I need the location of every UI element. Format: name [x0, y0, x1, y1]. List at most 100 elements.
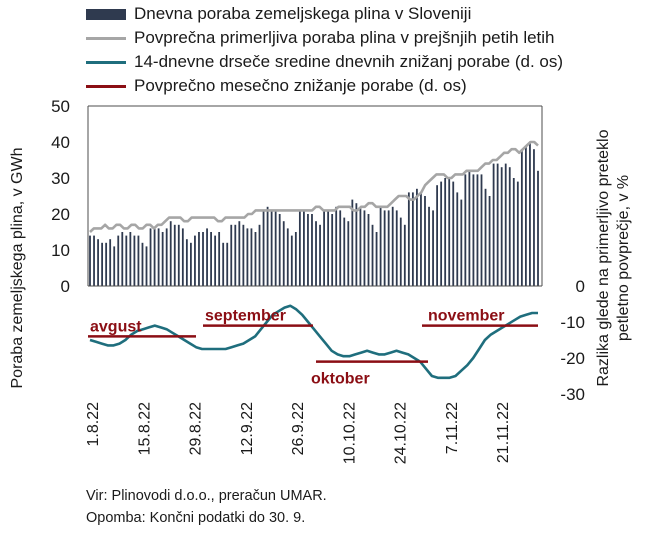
consumption-bar	[145, 246, 148, 286]
legend-label: Povprečna primerljiva poraba plina v pre…	[134, 28, 555, 47]
source-note: Vir: Plinovodi d.o.o., preračun UMAR. Op…	[86, 485, 327, 529]
consumption-bar	[105, 242, 108, 286]
x-tick-label: 12.9.22	[239, 402, 256, 455]
legend-swatch-line	[86, 60, 126, 64]
consumption-bar	[298, 210, 301, 286]
consumption-bar	[383, 210, 386, 286]
consumption-bar	[214, 235, 217, 286]
month-label: september	[205, 308, 286, 325]
consumption-bar	[428, 206, 430, 286]
consumption-bar	[407, 192, 410, 286]
consumption-bar	[448, 178, 451, 286]
consumption-bar	[307, 214, 309, 286]
consumption-bar	[315, 221, 317, 286]
consumption-bar	[387, 210, 390, 286]
legend-label: 14-dnevne drseče sredine dnevnih znižanj…	[134, 52, 564, 71]
consumption-bar	[137, 235, 140, 286]
consumption-bar	[117, 235, 120, 286]
consumption-bar	[278, 214, 281, 286]
consumption-bar	[89, 235, 91, 286]
consumption-bar	[153, 228, 156, 286]
consumption-bar	[202, 232, 204, 286]
consumption-bar	[246, 228, 249, 286]
consumption-bar	[452, 181, 455, 286]
consumption-bar	[125, 235, 128, 286]
y-left-tick-label: 10	[51, 241, 70, 260]
consumption-bar	[194, 235, 196, 286]
y-left-tick-label: 50	[51, 97, 70, 116]
consumption-bar	[234, 224, 237, 286]
x-tick-label: 26.9.22	[290, 402, 307, 455]
consumption-bar	[165, 228, 168, 286]
consumption-bar	[258, 224, 261, 286]
consumption-bar	[537, 170, 539, 286]
consumption-bar	[520, 149, 523, 286]
consumption-bar	[113, 246, 116, 286]
consumption-bar	[488, 196, 491, 286]
consumption-bar	[363, 210, 366, 286]
consumption-bar	[395, 210, 398, 286]
consumption-bar	[101, 242, 104, 286]
consumption-bar	[335, 206, 338, 286]
legend-item-average: Povprečna primerljiva poraba plina v pre…	[86, 26, 563, 50]
y-right-tick-label: -30	[560, 385, 585, 404]
consumption-bar	[242, 224, 245, 286]
legend-item-monthly: Povprečno mesečno znižanje porabe (d. os…	[86, 74, 563, 98]
consumption-bar	[331, 214, 334, 286]
consumption-bar	[500, 167, 503, 286]
axes	[87, 105, 543, 287]
y-left-tick-label: 0	[61, 277, 70, 296]
legend-label: Dnevna poraba zemeljskega plina v Sloven…	[134, 4, 472, 23]
consumption-bar	[206, 228, 208, 286]
consumption-bar	[403, 224, 406, 286]
consumption-bar	[161, 232, 164, 286]
y-axis-right-title-line1: Razlika glede na primerljivo preteklo	[595, 129, 612, 386]
five-year-average-line	[89, 140, 539, 233]
consumption-bar	[524, 145, 527, 286]
consumption-bar	[250, 228, 253, 286]
y-left-tick-label: 40	[51, 133, 70, 152]
consumption-bar	[472, 174, 475, 286]
consumption-bar	[343, 217, 346, 286]
y-left-tick-label: 30	[51, 169, 70, 188]
consumption-bar	[399, 217, 402, 286]
consumption-bar	[169, 221, 172, 286]
series-lines	[88, 140, 539, 380]
tick-labels: avgust september oktober november 50 40 30 20 10…	[9, 97, 632, 464]
consumption-bar	[411, 192, 414, 286]
consumption-bar	[226, 242, 229, 286]
month-label: november	[428, 308, 504, 325]
consumption-bar	[508, 167, 511, 286]
y-right-tick-label: 0	[576, 277, 585, 296]
consumption-bar	[484, 188, 487, 286]
consumption-bar	[97, 239, 99, 286]
consumption-bar	[512, 178, 515, 286]
consumption-bar	[444, 178, 447, 286]
consumption-bar	[476, 174, 479, 286]
y-right-tick-label: -20	[560, 349, 585, 368]
consumption-bar	[339, 210, 342, 286]
consumption-bar	[274, 210, 277, 286]
note-line: Opomba: Končni podatki do 30. 9.	[86, 510, 306, 526]
consumption-bar	[323, 210, 325, 286]
rolling-reduction-line	[89, 304, 538, 380]
consumption-bar	[424, 196, 426, 286]
consumption-bar	[210, 232, 212, 286]
x-tick-label: 21.11.22	[495, 402, 512, 463]
legend-swatch-bar	[86, 8, 126, 20]
consumption-bar	[290, 235, 293, 286]
consumption-bar	[262, 210, 265, 286]
consumption-bar	[129, 232, 132, 286]
consumption-bar	[141, 242, 144, 286]
consumption-bar	[270, 210, 273, 286]
consumption-bar	[303, 210, 305, 286]
consumption-bar	[238, 221, 241, 286]
consumption-bar	[460, 199, 463, 286]
consumption-bar	[436, 185, 438, 286]
consumption-bar	[222, 242, 225, 286]
consumption-bar	[480, 174, 483, 286]
legend: Dnevna poraba zemeljskega plina v Sloven…	[86, 2, 563, 98]
consumption-bar	[93, 235, 95, 286]
x-tick-label: 15.8.22	[136, 402, 153, 455]
y-axis-left-title: Poraba zemeljskega plina, v GWh	[9, 148, 26, 389]
